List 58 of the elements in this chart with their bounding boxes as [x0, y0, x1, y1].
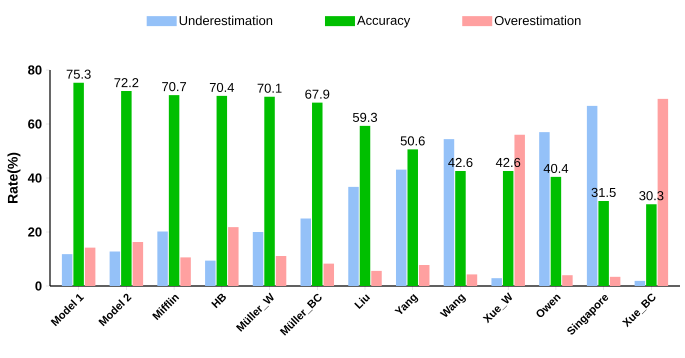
bar	[550, 176, 562, 286]
y-tick-label: 0	[35, 281, 42, 291]
bar	[180, 257, 191, 286]
data-label: 70.7	[162, 82, 186, 92]
data-label: 42.6	[448, 158, 472, 168]
bar	[502, 170, 514, 286]
bar	[264, 96, 275, 286]
bar	[276, 256, 286, 286]
bar	[132, 242, 144, 286]
bar	[110, 251, 120, 286]
data-label: 70.4	[210, 82, 234, 92]
bar	[610, 276, 620, 286]
bar	[73, 82, 84, 286]
data-label: 72.2	[114, 78, 138, 88]
bar	[407, 149, 418, 286]
bar	[205, 260, 216, 286]
bar	[646, 204, 657, 286]
y-tick-label: 20	[28, 227, 42, 237]
bar	[491, 278, 502, 286]
bar	[168, 95, 180, 286]
data-label: 70.1	[258, 84, 282, 93]
x-tick-label: HB	[211, 294, 226, 308]
data-label: 30.3	[639, 191, 664, 200]
y-tick-label: 80	[28, 65, 42, 75]
bar	[228, 227, 239, 286]
bar	[348, 186, 359, 286]
legend-label: Overestimation	[494, 16, 580, 26]
y-tick-label: 40	[28, 173, 42, 183]
bar	[371, 270, 382, 286]
bar	[300, 218, 312, 286]
bar	[121, 91, 132, 286]
data-label: 75.3	[66, 70, 91, 79]
bar	[634, 280, 646, 286]
bar	[312, 102, 323, 286]
bar	[62, 254, 72, 286]
x-tick-label: Liu	[354, 294, 370, 309]
bar	[84, 248, 96, 286]
bar	[562, 275, 573, 286]
data-label: 59.3	[352, 112, 378, 122]
bar	[466, 274, 478, 286]
data-label: 31.5	[592, 188, 616, 198]
bar	[216, 96, 228, 286]
legend-label: Accuracy	[357, 16, 410, 28]
data-label: 42.6	[496, 158, 520, 168]
y-tick-label: 60	[28, 119, 42, 129]
data-label: 50.6	[400, 136, 425, 146]
y-axis-title: Rate(%)	[7, 152, 20, 204]
bar	[360, 126, 370, 286]
bar	[252, 232, 264, 286]
legend-label: Underestimation	[180, 16, 272, 26]
bar	[455, 170, 466, 286]
data-label: 40.4	[544, 164, 568, 173]
data-label: 67.9	[305, 90, 330, 99]
bar	[396, 170, 406, 286]
bar	[157, 231, 168, 286]
bar	[598, 200, 609, 286]
bar	[324, 264, 334, 286]
bar	[418, 264, 430, 286]
